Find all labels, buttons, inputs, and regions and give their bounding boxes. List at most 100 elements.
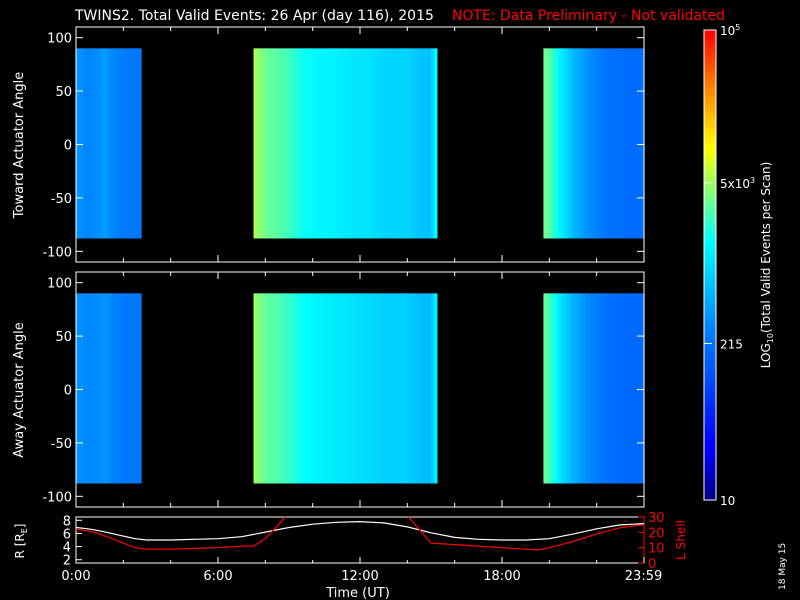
heat-cell [370,293,375,484]
heat-cell [364,293,369,484]
heat-cell [578,293,583,484]
heat-cell [138,48,142,239]
heat-cell [367,293,372,484]
time-xlabel: Time (UT) [325,586,390,600]
chart-title: TWINS2. Total Valid Events: 26 Apr (day … [74,8,434,24]
ytick-label: -50 [51,437,72,452]
heat-cell [391,293,396,484]
heat-cell [256,293,261,484]
xtick-label: 23:59 [625,569,662,584]
heat-cell [283,293,288,484]
heat-cell [352,293,357,484]
heat-cell [361,293,366,484]
heat-cell [587,48,592,239]
heat-cell [596,48,601,239]
heat-cell [268,293,273,484]
heat-cell [629,293,633,484]
heat-cell [549,293,553,484]
heat-cell [271,48,276,239]
heat-cell [286,48,291,239]
heat-block-1 [253,293,438,484]
heat-cell [253,293,258,484]
heat-cell [325,293,330,484]
heat-cell [433,293,438,484]
heat-cell [76,293,80,484]
heat-cell [334,293,339,484]
heat-cell [298,48,303,239]
ytick-label: -50 [51,192,72,207]
heat-cell [415,293,420,484]
heat-cell [111,48,116,239]
heat-cell [304,48,309,239]
heat-cell [78,293,83,484]
heat-cell [561,293,565,484]
heat-cell [84,48,89,239]
heat-cell [623,293,627,484]
heat-cell [614,48,618,239]
heat-cell [135,293,139,484]
heat-cell [400,293,405,484]
ytick-label: 100 [47,277,72,292]
heat-cell [552,293,556,484]
heat-cell [364,48,369,239]
heat-cell [632,48,636,239]
heat-cell [376,293,381,484]
heat-cell [310,293,315,484]
xtick-label: 6:00 [203,569,232,584]
heat-cell [328,293,333,484]
y2tick-label: 30 [648,511,665,526]
heat-cell [301,293,306,484]
heat-cell [546,293,550,484]
xtick-label: 12:00 [341,569,378,584]
heat-cell [626,293,630,484]
ytick-label: 50 [55,85,72,100]
colorbar-tick-label: 105 [720,23,740,38]
heat-cell [424,293,429,484]
heat-cell [120,48,124,239]
heat-cell [546,48,550,239]
heat-cell [84,293,89,484]
heat-cell [271,293,276,484]
heat-cell [367,48,372,239]
ytick-label: 0 [64,139,72,154]
heat-cell [129,293,133,484]
toward-ylabel: Toward Actuator Angle [12,72,27,219]
heat-cell [406,293,411,484]
heat-cell [430,48,435,239]
lshell-ylabel: L Shell [674,520,688,560]
heat-cell [123,293,127,484]
heat-cell [96,293,101,484]
heat-cell [388,293,393,484]
heat-cell [96,48,101,239]
heat-cell [424,48,429,239]
heat-cell [605,48,610,239]
r-series-line [76,520,644,541]
heat-cell [99,48,104,239]
heat-cell [400,48,405,239]
heat-cell [549,48,553,239]
colorbar: 10 215 5x103 105 LOG10(Total Valid Events p… [703,23,775,508]
heat-cell [427,48,432,239]
heat-cell [635,48,639,239]
heat-cell [319,48,324,239]
heat-cell [611,293,616,484]
heat-cell [138,293,142,484]
heat-cell [292,293,297,484]
heat-cell [117,293,121,484]
heat-cell [397,48,402,239]
heat-cell [340,293,345,484]
heat-cell [561,48,565,239]
heat-cell [611,48,616,239]
heat-cell [123,48,127,239]
heat-cell [280,48,285,239]
heat-cell [564,48,568,239]
heat-cell [370,48,375,239]
ytick-label: 50 [55,330,72,345]
heat-cell [427,293,432,484]
heat-cell [391,48,396,239]
heat-cell [382,293,387,484]
heat-cell [111,293,116,484]
heat-cell [388,48,393,239]
lshell-series-line [76,517,287,550]
